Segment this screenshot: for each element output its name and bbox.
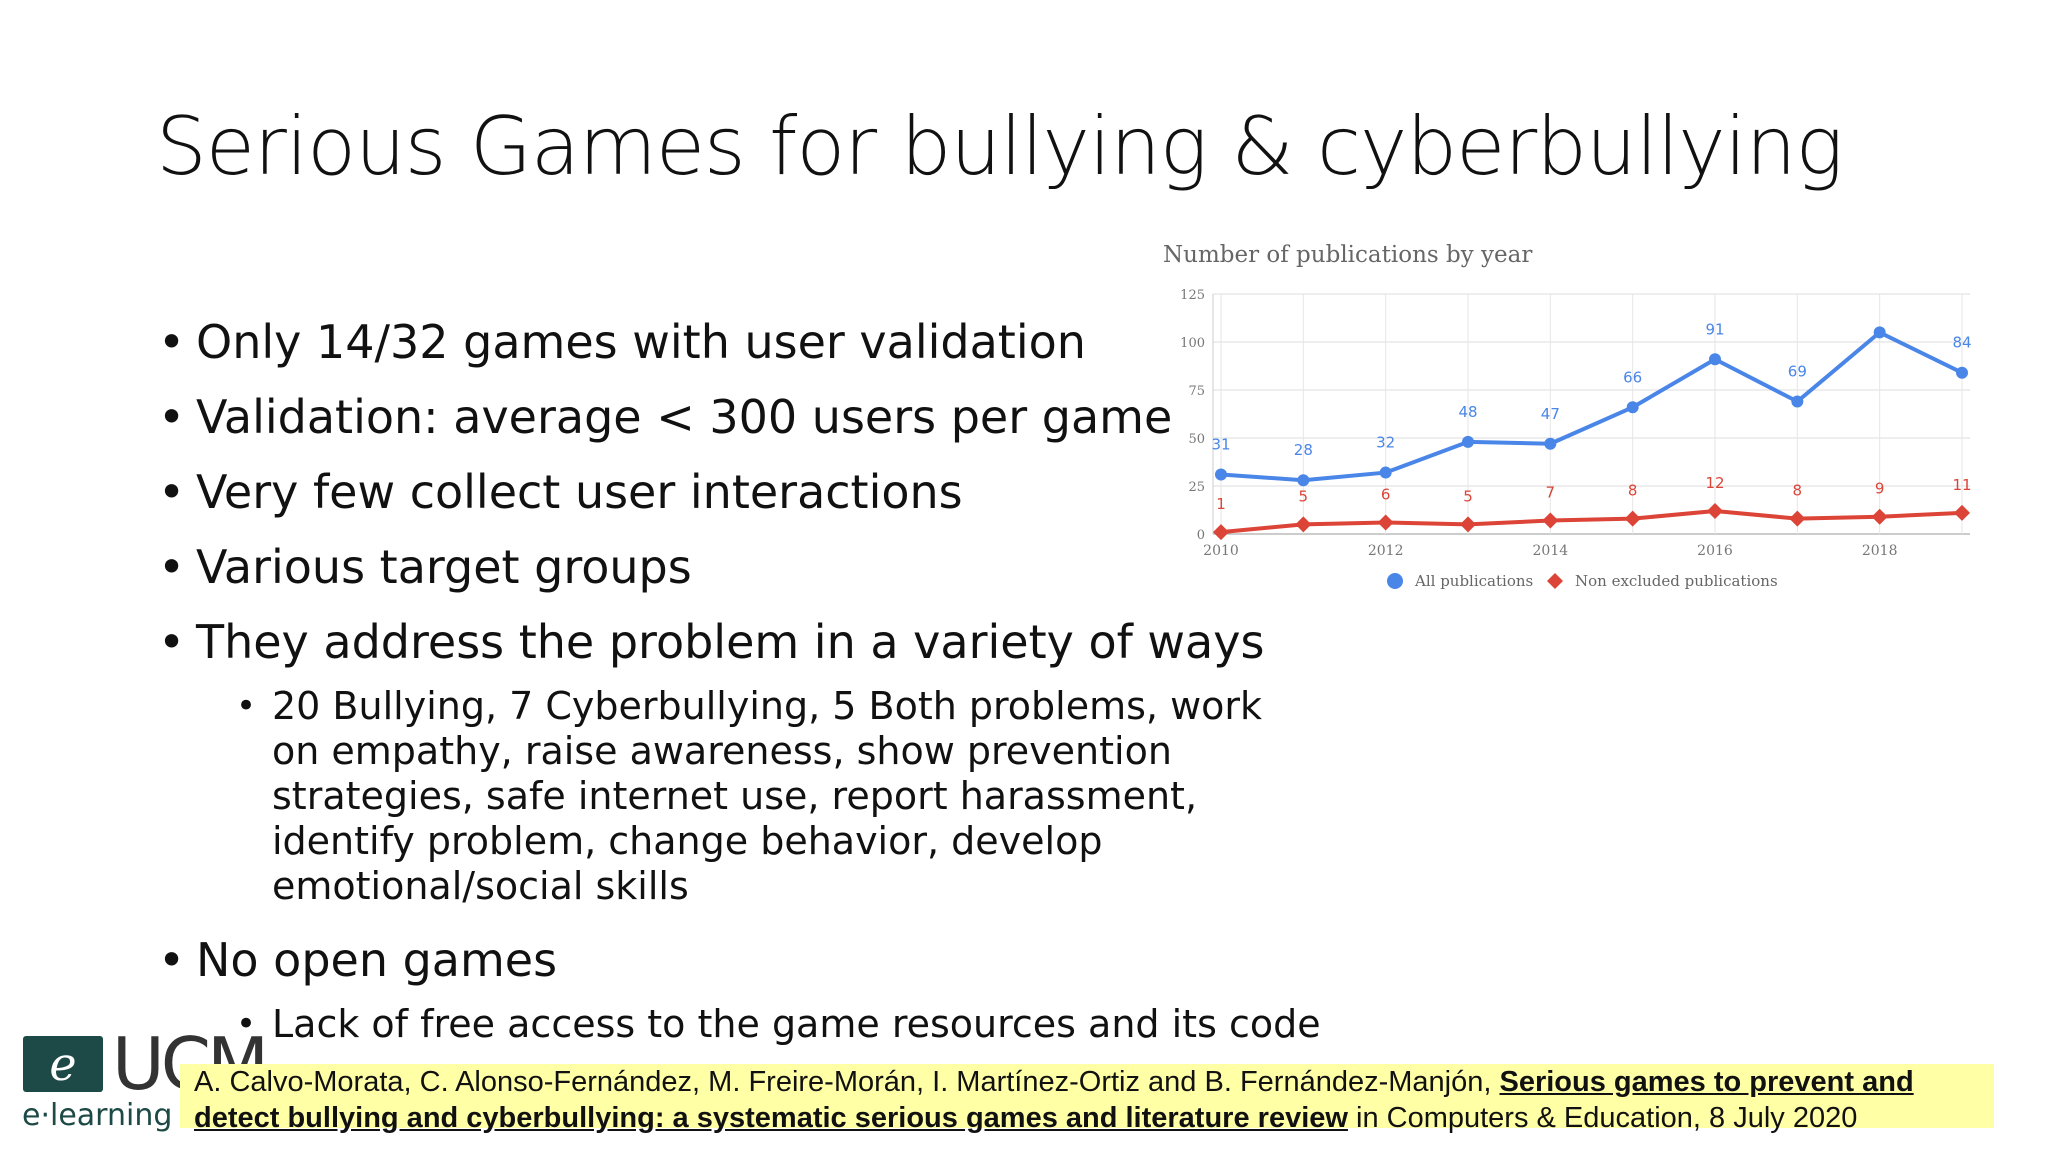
y-tick-label: 125 (1180, 288, 1205, 303)
bullet-validation: Only 14/32 games with user validation (150, 305, 1350, 380)
legend-label: All publications (1414, 572, 1533, 590)
legend-label: Non excluded publications (1575, 572, 1778, 590)
data-label: 69 (1788, 363, 1807, 381)
data-point (1709, 353, 1721, 366)
data-point (1295, 516, 1312, 533)
data-label: 84 (1952, 334, 1971, 352)
data-point (1544, 437, 1557, 450)
data-point (1873, 326, 1886, 339)
sub-bullet-ways: 20 Bullying, 7 Cyberbullying, 5 Both pro… (150, 684, 1272, 909)
series-line-1 (1220, 508, 1963, 535)
data-label: 28 (1294, 441, 1313, 459)
x-tick-label: 2012 (1368, 543, 1404, 559)
data-point (1213, 524, 1229, 541)
data-label: 11 (1952, 476, 1971, 494)
chart-legend: All publications Non excluded publication… (1387, 572, 1778, 590)
slide-title: Serious Games for bullying & cyberbullyi… (156, 100, 1843, 193)
sub-bullet-open: Lack of free access to the game resource… (150, 1002, 1350, 1047)
y-tick-label: 25 (1188, 480, 1205, 495)
logo-subtitle: e·learning (22, 1098, 173, 1133)
data-label: 66 (1623, 368, 1642, 386)
y-tick-label: 75 (1188, 384, 1205, 399)
legend-marker-diamond (1547, 573, 1563, 589)
x-tick-label: 2014 (1533, 543, 1569, 559)
data-label: 7 (1546, 484, 1556, 502)
chart-series: 31 28 32 48 47 66 91 69 84 1 5 6 5 7 8 12 8 9 11 (1211, 320, 1972, 541)
data-point (1626, 401, 1639, 414)
logo-e-icon: e (23, 1036, 103, 1092)
legend-marker-circle (1387, 573, 1403, 589)
publications-chart: Number of publications by year 0 25 50 75 10… (1150, 232, 1980, 612)
y-tick-label: 50 (1188, 432, 1205, 447)
data-point (1791, 395, 1804, 408)
series-line-0 (1220, 330, 1963, 483)
data-label: 6 (1381, 485, 1391, 503)
bullet-ways: They address the problem in a variety of… (150, 605, 1350, 680)
data-point (1542, 512, 1559, 529)
data-point (1789, 510, 1806, 527)
data-label: 5 (1299, 487, 1309, 505)
bullet-list: Only 14/32 games with user validation Va… (150, 305, 1350, 1061)
data-point (1460, 516, 1476, 533)
bullet-interactions: Very few collect user interactions (150, 455, 1350, 530)
chart-title: Number of publications by year (1163, 242, 1532, 268)
x-tick-label: 2016 (1697, 543, 1733, 559)
bullet-target-groups: Various target groups (150, 530, 1350, 605)
data-point (1377, 514, 1394, 531)
data-point (1871, 508, 1888, 525)
data-label: 91 (1705, 320, 1724, 338)
bullet-no-open-games: No open games (150, 923, 1350, 998)
bullet-users: Validation: average < 300 users per game (150, 380, 1350, 455)
data-label: 1 (1216, 495, 1226, 513)
data-label: 9 (1875, 480, 1885, 498)
data-label: 31 (1211, 435, 1230, 453)
y-tick-label: 0 (1197, 528, 1205, 543)
data-label: 32 (1376, 434, 1395, 452)
data-point (1462, 435, 1474, 448)
citation-venue: in Computers & Education, 8 July 2020 (1347, 1102, 1858, 1134)
chart-svg: Number of publications by year 025507510… (1163, 242, 1972, 590)
data-label: 47 (1541, 405, 1560, 423)
data-point (1707, 502, 1723, 519)
data-point (1954, 504, 1970, 521)
data-point (1956, 366, 1968, 379)
y-tick-label: 100 (1180, 336, 1205, 351)
data-point (1297, 474, 1310, 487)
data-label: 8 (1628, 482, 1638, 500)
data-label: 12 (1705, 474, 1724, 492)
citation-box: A. Calvo-Morata, C. Alonso-Fernández, M.… (180, 1064, 1994, 1134)
data-point (1379, 466, 1392, 479)
citation-authors: A. Calvo-Morata, C. Alonso-Fernández, M.… (194, 1066, 1500, 1098)
data-label: 8 (1793, 482, 1803, 500)
x-tick-label: 2018 (1862, 543, 1898, 559)
data-point (1215, 468, 1227, 481)
data-point (1624, 510, 1641, 527)
citation-paper-link[interactable]: Serious games to prevent and detect bull… (194, 1066, 1914, 1134)
data-label: 5 (1463, 487, 1473, 505)
data-label: 48 (1458, 403, 1477, 421)
x-tick-label: 2010 (1203, 543, 1239, 559)
